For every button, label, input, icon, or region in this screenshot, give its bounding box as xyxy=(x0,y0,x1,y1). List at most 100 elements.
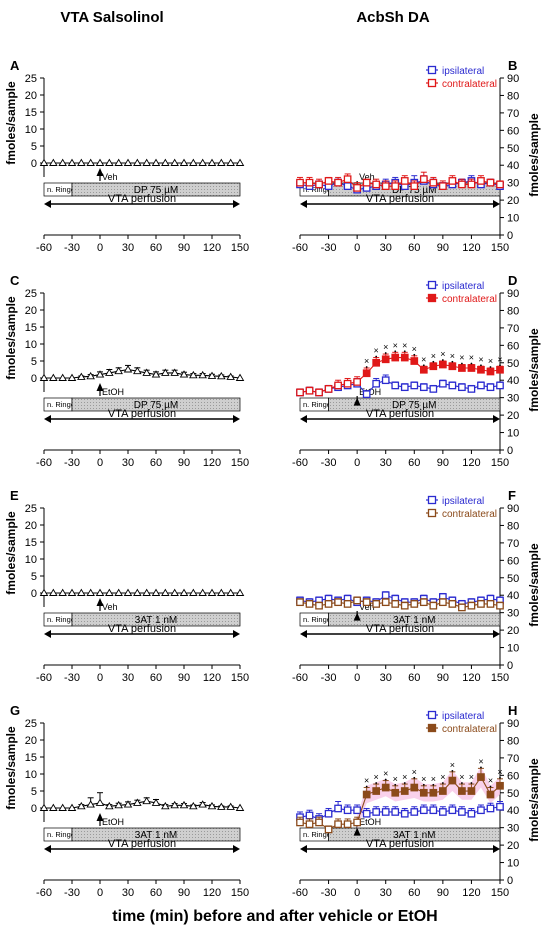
significance-marker: × xyxy=(402,340,407,350)
data-point xyxy=(391,182,400,191)
significance-dot xyxy=(489,366,492,368)
panels-group: A 0 5 10 15 20 25 fmoles/sample -60 -30 0 30 60 90 120… xyxy=(4,58,541,899)
data-point xyxy=(77,158,86,166)
data-point xyxy=(391,600,400,608)
significance-marker: × xyxy=(488,356,493,366)
data-point xyxy=(467,180,476,189)
data-point xyxy=(381,182,390,191)
significance-dot xyxy=(422,364,425,367)
data-point xyxy=(419,598,428,607)
data-point xyxy=(343,379,352,388)
significance-dot xyxy=(384,778,387,781)
data-point xyxy=(477,773,485,781)
data-point xyxy=(95,370,105,378)
y-tick-label: 70 xyxy=(507,108,519,120)
y-tick-label: 25 xyxy=(25,503,37,515)
data-point xyxy=(207,371,217,379)
data-point xyxy=(496,802,504,811)
x-tick-label: -60 xyxy=(36,887,52,899)
data-point xyxy=(486,367,495,376)
x-tick-label: 150 xyxy=(491,672,509,684)
left-column-title: VTA Salsolinol xyxy=(60,9,163,26)
data-point xyxy=(439,182,447,191)
x-tick-label: 150 xyxy=(491,242,509,254)
data-point xyxy=(58,373,67,381)
data-point xyxy=(496,381,504,390)
data-point xyxy=(49,158,58,166)
data-point xyxy=(343,182,352,191)
legend-marker xyxy=(427,65,437,75)
data-point xyxy=(381,376,390,385)
legend-marker xyxy=(427,293,437,303)
significance-marker: × xyxy=(497,354,502,364)
x-tick-label: 0 xyxy=(97,242,103,254)
perfusion-arrow-right-head xyxy=(233,630,240,638)
data-point xyxy=(410,357,419,365)
data-point xyxy=(161,368,170,376)
y-tick-label: 15 xyxy=(25,107,37,119)
significance-dot xyxy=(489,785,492,788)
data-point xyxy=(49,803,58,811)
x-tick-label: 0 xyxy=(97,887,103,899)
x-tick-label: 30 xyxy=(122,457,134,469)
significance-dot xyxy=(365,785,368,788)
significance-dot xyxy=(461,782,463,784)
data-point xyxy=(372,379,381,388)
y-tick-label: 60 xyxy=(507,770,519,782)
significance-marker: × xyxy=(450,760,455,770)
x-tick-label: 60 xyxy=(150,457,162,469)
data-point xyxy=(161,801,170,810)
significance-dot xyxy=(432,783,435,786)
significance-marker: × xyxy=(421,774,426,784)
ringer-label: n. Ringer xyxy=(47,185,78,194)
data-point xyxy=(161,158,170,166)
data-point xyxy=(305,600,314,608)
data-point xyxy=(123,158,133,166)
y-tick-label: 30 xyxy=(507,823,519,835)
data-point xyxy=(448,776,457,785)
data-point xyxy=(343,806,352,815)
y-tick-label: 90 xyxy=(507,288,519,300)
perfusion-arrow-right-head xyxy=(233,415,240,423)
data-point xyxy=(467,787,476,795)
significance-dot xyxy=(470,782,473,784)
data-point xyxy=(467,364,476,372)
data-point xyxy=(458,603,466,612)
panel-letter-E: E xyxy=(10,488,19,503)
y-tick-label: 40 xyxy=(507,160,519,172)
significance-dot xyxy=(499,776,501,779)
data-point xyxy=(391,381,400,390)
drug-label: DP 75 µM xyxy=(392,400,436,411)
data-point xyxy=(133,798,142,806)
series-contralateral xyxy=(296,171,504,192)
data-point xyxy=(151,158,161,166)
data-point xyxy=(95,158,105,166)
y-tick-label: 15 xyxy=(25,537,37,549)
data-point xyxy=(179,588,189,596)
x-tick-label: 60 xyxy=(150,887,162,899)
right-column-title: AcbSh DA xyxy=(356,9,430,26)
data-point xyxy=(486,790,495,799)
ringer-label: n. Ringer xyxy=(47,400,78,409)
significance-marker: × xyxy=(459,353,464,363)
data-point xyxy=(296,388,304,397)
data-point xyxy=(381,591,390,600)
x-tick-label: 60 xyxy=(408,672,420,684)
y-tick-label: 10 xyxy=(507,858,519,870)
data-point xyxy=(496,180,504,189)
data-point xyxy=(235,158,245,166)
y-tick-label: 20 xyxy=(25,90,37,102)
significance-marker: × xyxy=(374,346,379,356)
data-point xyxy=(353,596,361,605)
significance-dot xyxy=(432,360,435,363)
panel-G: G 0 5 10 15 20 25 fmoles/sample -60 -30 0 30 60 90 120… xyxy=(4,703,249,899)
legend-label: ipsilateral xyxy=(442,711,484,722)
significance-dot xyxy=(480,364,482,367)
drug-bar xyxy=(328,612,501,627)
significance-dot xyxy=(451,769,454,772)
data-point xyxy=(58,158,67,166)
perfusion-arrow-left-head xyxy=(300,630,307,638)
perfusion-label: VTA perfusion xyxy=(366,408,434,420)
data-point xyxy=(133,158,142,166)
significance-dot xyxy=(365,366,368,368)
